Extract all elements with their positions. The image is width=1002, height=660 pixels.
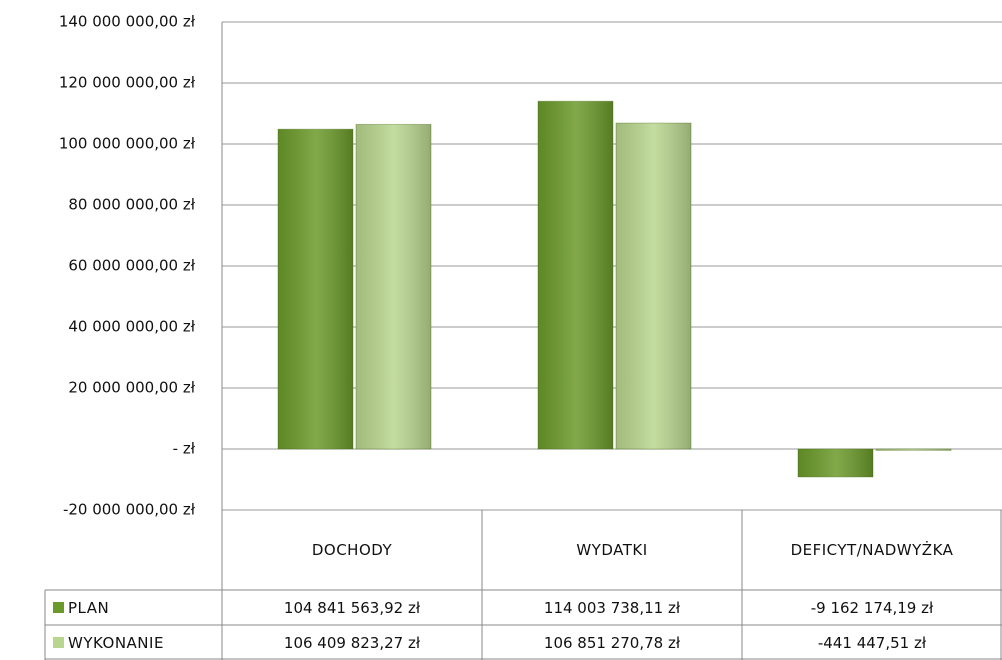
y-tick-label: -20 000 000,00 zł [63, 501, 196, 519]
y-tick-label: 100 000 000,00 zł [59, 135, 196, 153]
data-label: 106 409 823,27 zł [283, 633, 421, 652]
data-label: 104 841 563,92 zł [283, 598, 421, 617]
y-tick-label: 140 000 000,00 zł [59, 13, 196, 31]
y-tick-label: 120 000 000,00 zł [59, 74, 196, 92]
bar [797, 448, 874, 478]
category-label: WYDATKI [576, 541, 648, 559]
legend-swatch [53, 602, 64, 613]
category-label: DEFICYT/NADWYŻKA [790, 541, 954, 559]
data-label: 114 003 738,11 zł [543, 598, 681, 617]
bar [615, 122, 692, 450]
category-label: DOCHODY [311, 541, 393, 559]
data-label: -441 447,51 zł [817, 633, 927, 652]
data-label: 106 851 270,78 zł [543, 633, 681, 652]
y-tick-label: - zł [173, 440, 196, 458]
legend-label: PLAN [68, 598, 110, 617]
bar [537, 100, 614, 450]
y-tick-label: 40 000 000,00 zł [68, 318, 195, 336]
legend-swatch [53, 637, 64, 648]
data-label: -9 162 174,19 zł [810, 598, 934, 617]
bar [277, 128, 354, 450]
y-tick-label: 80 000 000,00 zł [68, 196, 195, 214]
y-tick-label: 60 000 000,00 zł [68, 257, 195, 275]
legend-entry: PLAN [45, 590, 222, 625]
bar [355, 123, 432, 450]
y-tick-label: 20 000 000,00 zł [68, 379, 195, 397]
legend-label: WYKONANIE [68, 633, 164, 652]
legend-entry: WYKONANIE [45, 625, 222, 660]
bar [875, 448, 952, 451]
